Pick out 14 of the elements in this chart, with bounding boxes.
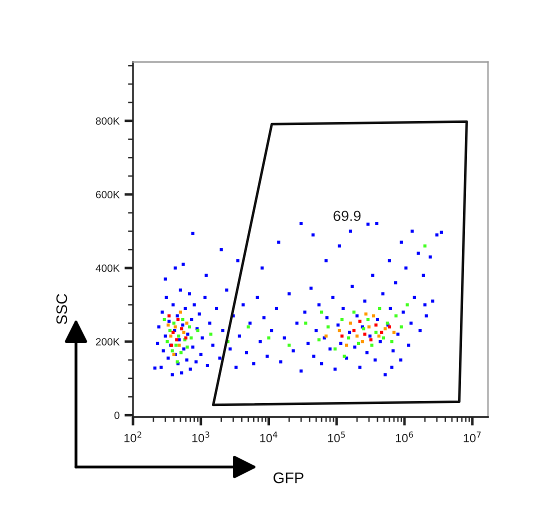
x-tick-label: 10$^{7}$	[464, 432, 481, 442]
y-tick-label: 400K	[96, 264, 120, 272]
x-tick-label: 10$^{3}$	[192, 431, 210, 442]
y-tick-label: 200K	[96, 338, 120, 346]
y-tick-label: 0	[114, 412, 120, 420]
y-axis-title: SSC	[56, 294, 68, 324]
x-tick-label: 10$^{6}$	[396, 431, 414, 442]
y-tick-label: 800K	[96, 117, 120, 125]
annotation: 69.9	[334, 210, 361, 222]
x-tick-label: 10$^{4}$	[260, 432, 278, 442]
x-tick-label: 10$^{2}$	[124, 431, 142, 442]
x-tick-label: 10$^{5}$	[328, 432, 345, 442]
y-tick-label: 600K	[96, 190, 120, 198]
x-axis-title: GFP	[274, 472, 304, 484]
